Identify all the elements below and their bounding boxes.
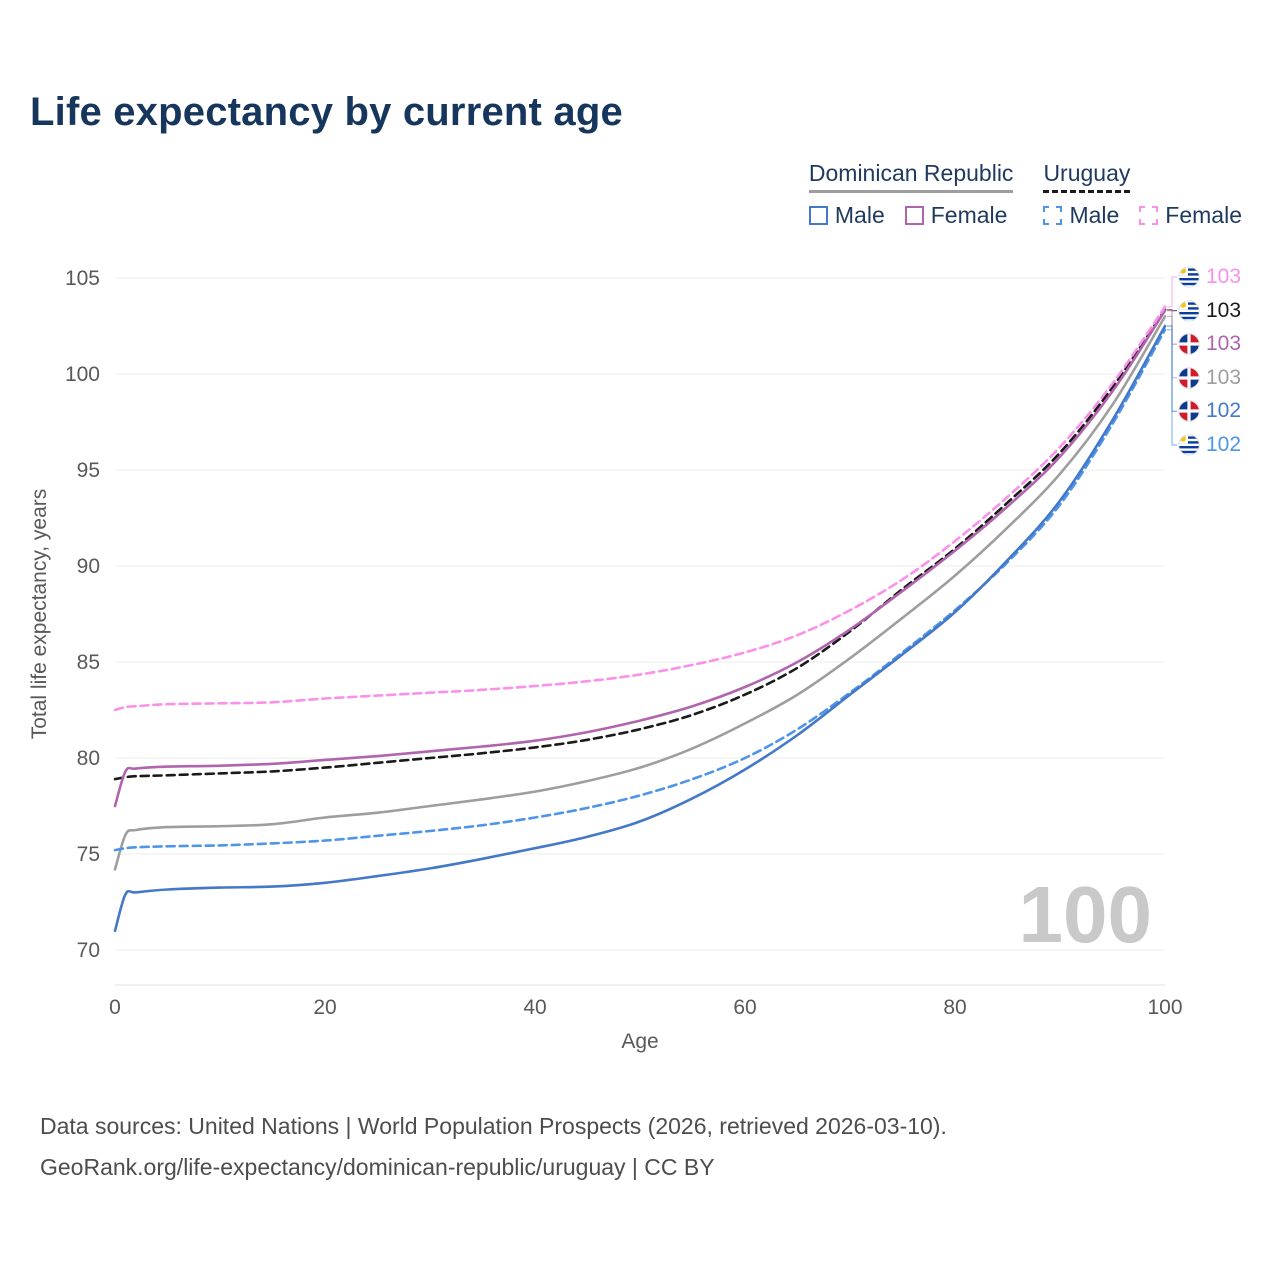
legend-swatch-dr-female — [904, 206, 924, 225]
end-label-leader-line-uruguay-male — [1167, 329, 1177, 446]
end-label-value-dominican-republic-total: 103 — [1206, 365, 1242, 389]
legend-item-dr-male[interactable]: Male — [808, 202, 885, 229]
x-axis-title: Age — [621, 1030, 658, 1053]
legend-group-uruguay: Uruguay Male Female — [1043, 160, 1242, 229]
legend-group-label-dominican-republic[interactable]: Dominican Republic — [808, 160, 1014, 193]
uruguay-flag-icon — [1178, 299, 1200, 322]
end-label-uruguay-total: 103 — [1178, 297, 1241, 325]
y-tick-85: 85 — [77, 651, 100, 674]
end-label-dominican-republic-total: 103 — [1178, 364, 1241, 392]
legend-item-uy-female[interactable]: Female — [1139, 202, 1242, 229]
y-tick-105: 105 — [65, 267, 100, 290]
legend-item-label-dr-male: Male — [834, 202, 885, 228]
legend: Dominican Republic Male Female Uruguay M… — [808, 160, 1242, 229]
end-label-leader-line-uruguay-female — [1167, 276, 1177, 308]
chart-title: Life expectancy by current age — [30, 90, 623, 134]
end-label-value-uruguay-total: 103 — [1206, 298, 1242, 322]
end-label-dominican-republic-female: 103 — [1178, 330, 1241, 358]
y-tick-100: 100 — [65, 363, 100, 386]
dominican-republic-flag-icon — [1178, 400, 1200, 422]
footer-attribution: GeoRank.org/life-expectancy/dominican-re… — [40, 1154, 715, 1180]
y-tick-70: 70 — [77, 939, 100, 962]
y-tick-75: 75 — [77, 843, 100, 866]
series-line-uruguay-total[interactable] — [113, 308, 1167, 781]
end-label-dominican-republic-male: 102 — [1178, 397, 1241, 425]
end-label-uruguay-male: 102 — [1178, 431, 1241, 459]
series-line-uruguay-female[interactable] — [113, 305, 1167, 712]
series-line-uruguay-male[interactable] — [113, 328, 1167, 852]
legend-swatch-uy-male — [1043, 206, 1063, 225]
x-tick-20: 20 — [313, 996, 336, 1019]
hover-age-watermark: 100 — [1019, 870, 1152, 959]
y-axis-title: Total life expectancy, years — [28, 489, 51, 740]
legend-items-uruguay: Male Female — [1043, 202, 1242, 229]
end-label-value-uruguay-male: 102 — [1206, 433, 1242, 456]
dominican-republic-flag-icon — [1178, 333, 1200, 355]
legend-item-dr-female[interactable]: Female — [904, 202, 1008, 229]
end-label-value-uruguay-female: 103 — [1206, 265, 1242, 288]
legend-item-label-dr-female: Female — [930, 202, 1008, 228]
x-tick-80: 80 — [943, 996, 966, 1019]
x-tick-0: 0 — [109, 996, 121, 1019]
end-label-value-dominican-republic-male: 102 — [1206, 399, 1242, 423]
y-tick-95: 95 — [77, 459, 100, 482]
legend-swatch-dr-male — [808, 206, 828, 225]
legend-items-dominican-republic: Male Female — [808, 202, 1008, 229]
end-label-uruguay-female: 103 — [1178, 263, 1241, 291]
legend-group-dominican-republic: Dominican Republic Male Female — [808, 160, 1014, 229]
dominican-republic-flag-icon — [1178, 367, 1200, 389]
x-tick-100: 100 — [1147, 996, 1182, 1019]
legend-item-uy-male[interactable]: Male — [1043, 202, 1119, 229]
legend-item-label-uy-female: Female — [1165, 202, 1242, 228]
x-tick-40: 40 — [523, 996, 546, 1019]
footer-data-sources: Data sources: United Nations | World Pop… — [40, 1113, 947, 1139]
uruguay-flag-icon — [1178, 434, 1200, 456]
legend-swatch-uy-female — [1139, 206, 1159, 225]
series-line-dominican-republic-total[interactable] — [113, 315, 1167, 871]
x-tick-60: 60 — [733, 996, 756, 1019]
y-tick-90: 90 — [77, 555, 100, 578]
uruguay-flag-icon — [1178, 266, 1200, 288]
y-tick-80: 80 — [77, 747, 100, 770]
series-line-dominican-republic-male[interactable] — [113, 324, 1167, 933]
series-line-dominican-republic-female[interactable] — [113, 309, 1167, 808]
end-label-value-dominican-republic-female: 103 — [1206, 332, 1242, 356]
legend-item-label-uy-male: Male — [1069, 202, 1120, 228]
legend-group-label-uruguay[interactable]: Uruguay — [1043, 160, 1131, 193]
footer: Data sources: United Nations | World Pop… — [40, 1106, 947, 1188]
